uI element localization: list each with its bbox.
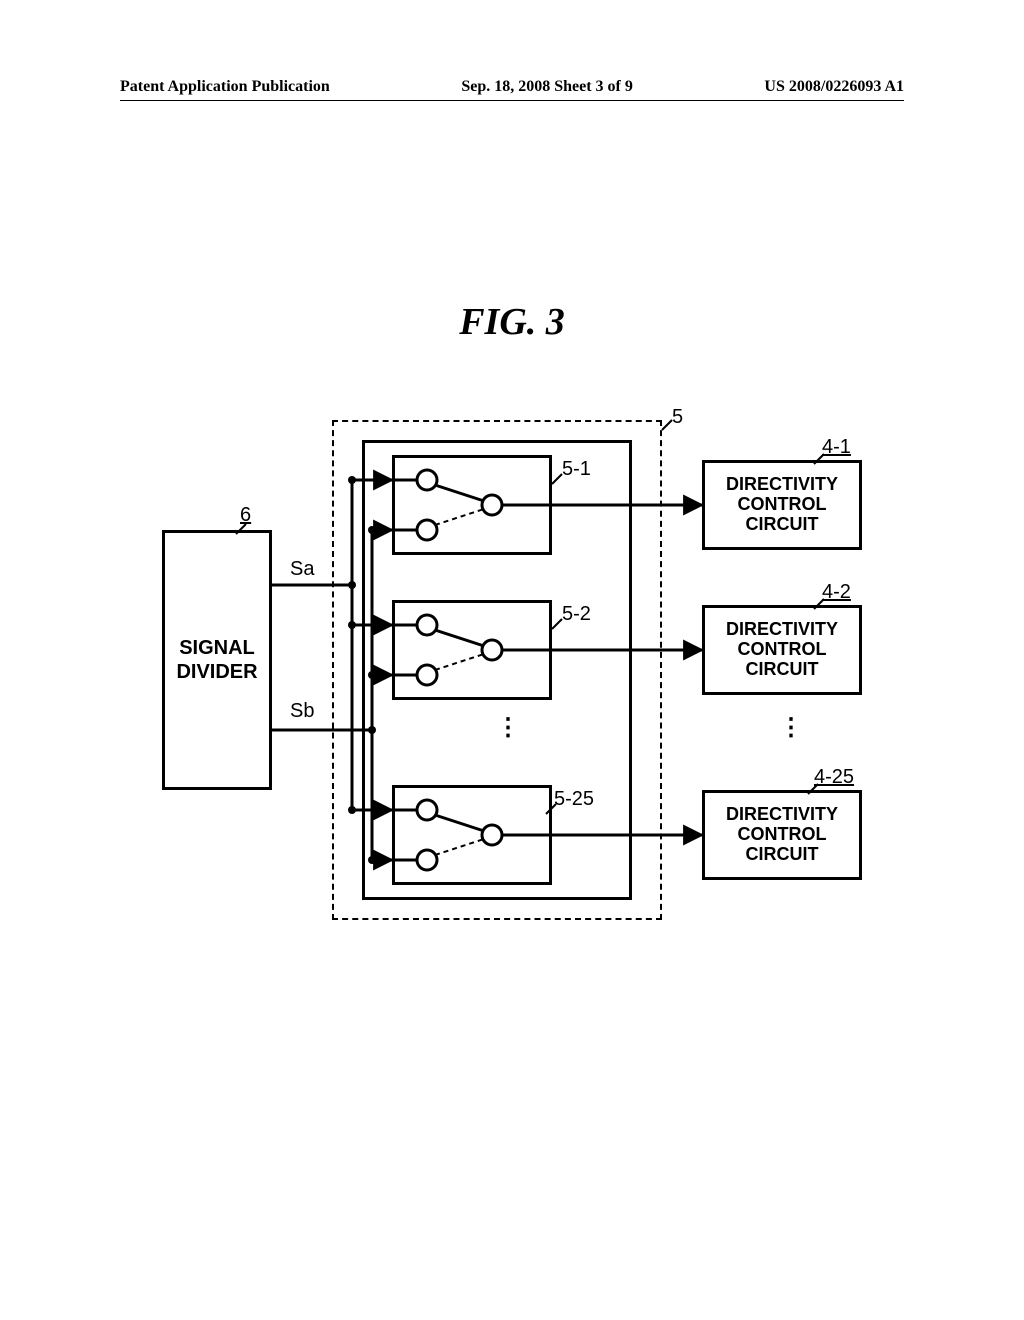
figure-title: FIG. 3: [459, 300, 565, 344]
wires-svg: [162, 400, 862, 930]
header-center: Sep. 18, 2008 Sheet 3 of 9: [461, 78, 633, 96]
header-rule: [120, 100, 904, 101]
header-left: Patent Application Publication: [120, 78, 330, 96]
diagram-container: SIGNAL DIVIDER 6 Sa Sb 5 5-1 5-2 5-25 ⋮ …: [162, 400, 862, 930]
header-right: US 2008/0226093 A1: [764, 78, 904, 96]
